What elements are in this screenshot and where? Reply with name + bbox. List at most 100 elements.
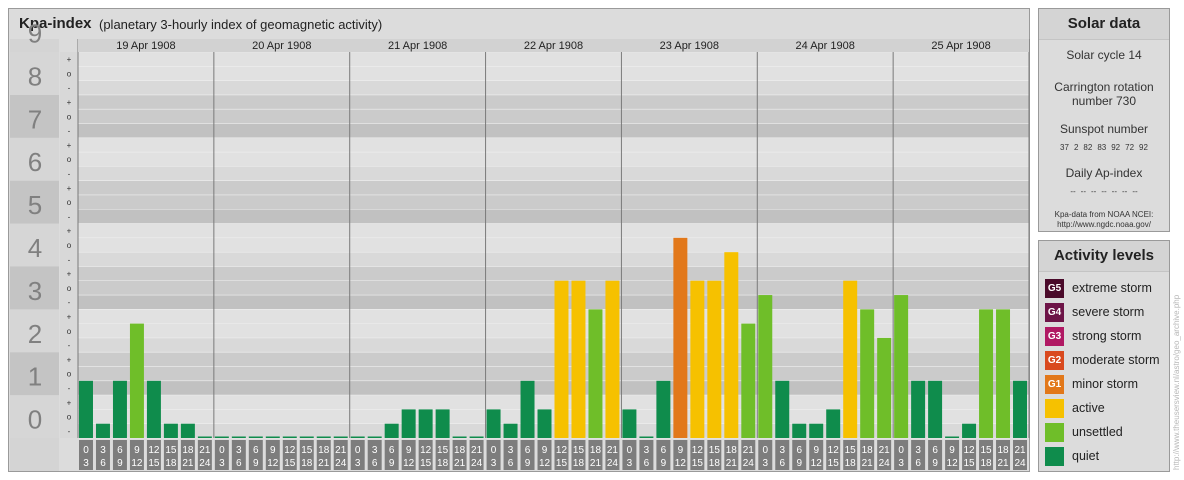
kpa-bar (894, 295, 909, 438)
interval-end-label: 12 (131, 458, 143, 469)
sunspot-value: 37 (1060, 143, 1069, 152)
interval-end-label: 24 (743, 458, 755, 469)
legend-item: G1 minor storm (1045, 374, 1169, 394)
interval-cell (962, 440, 977, 470)
interval-cell (588, 440, 603, 470)
interval-end-label: 18 (709, 458, 721, 469)
interval-cell (741, 440, 756, 470)
kpa-bar (673, 237, 688, 438)
y-tick-label: 8 (28, 61, 42, 91)
interval-cell (333, 440, 348, 470)
interval-cell (163, 440, 178, 470)
ap-value: -- (1070, 187, 1076, 196)
sunspot-value: 83 (1097, 143, 1107, 152)
interval-cell (928, 440, 943, 470)
kpa-bar (554, 280, 569, 438)
kpa-bar (741, 323, 756, 438)
interval-end-label: 15 (420, 458, 432, 469)
interval-start-label: 3 (372, 445, 378, 456)
interval-end-label: 3 (491, 458, 497, 469)
interval-end-label: 21 (590, 458, 602, 469)
sunspot-value: 92 (1139, 143, 1148, 152)
kpa-bar (605, 280, 620, 438)
activity-legend: G5 extreme storm G4 severe storm G3 strong st… (1039, 272, 1169, 466)
y-band-label-bg (10, 309, 59, 353)
y-tick-label: 1 (28, 362, 42, 392)
legend-label: minor storm (1072, 377, 1138, 391)
interval-cell (435, 440, 450, 470)
interval-end-label: 12 (403, 458, 415, 469)
y-band-lower (78, 166, 1029, 181)
interval-cell (282, 440, 297, 470)
kpa-bar (418, 409, 433, 438)
y-band-lower (78, 295, 1029, 310)
legend-label: quiet (1072, 449, 1100, 463)
interval-end-label: 3 (627, 458, 633, 469)
interval-cell (877, 440, 892, 470)
subtick-column (60, 52, 78, 438)
interval-start-label: 12 (692, 445, 704, 456)
interval-cell (95, 440, 110, 470)
ap-value: -- (1111, 187, 1117, 196)
date-header-strip (78, 39, 1029, 52)
kpa-bar (316, 436, 331, 438)
legend-label: unsettled (1072, 425, 1123, 439)
interval-start-label: 12 (420, 445, 432, 456)
ap-value: -- (1080, 187, 1086, 196)
interval-end-label: 21 (726, 458, 738, 469)
kpa-chart-panel: Kpa-index (planetary 3-hourly index of g… (8, 8, 1030, 472)
kpa-bar (401, 409, 416, 438)
kpa-bar (282, 436, 297, 438)
y-tick-label: 0 (28, 405, 42, 435)
interval-start-label: 0 (627, 445, 633, 456)
day-label: 20 Apr 1908 (252, 40, 311, 52)
interval-start-label: 3 (779, 445, 785, 456)
interval-start-label: 9 (134, 445, 140, 456)
y-subtick-label: - (68, 170, 71, 179)
y-tick-label: 9 (28, 19, 42, 49)
interval-end-label: 6 (508, 458, 514, 469)
y-band-label-bg (10, 180, 59, 224)
interval-start-label: 0 (491, 445, 497, 456)
interval-cell (826, 440, 841, 470)
interval-start-label: 9 (542, 445, 548, 456)
interval-start-label: 12 (828, 445, 840, 456)
interval-cell (418, 440, 433, 470)
interval-end-label: 21 (454, 458, 466, 469)
y-band-label-bg (10, 266, 59, 310)
legend-swatch: G2 (1045, 350, 1064, 370)
interval-start-label: 21 (335, 445, 347, 456)
kpa-bar-chart: 19 Apr 1908 20 Apr 1908 21 Apr 1908 22 Apr … (10, 19, 1030, 471)
interval-start-label: 6 (796, 445, 802, 456)
interval-cell (639, 440, 654, 470)
interval-end-label: 6 (372, 458, 378, 469)
legend-label: active (1072, 401, 1105, 415)
y-tick-label: 5 (28, 190, 42, 220)
interval-cell (180, 440, 195, 470)
kpa-bar (503, 423, 518, 438)
kpa-bar (724, 252, 739, 438)
interval-end-label: 15 (964, 458, 976, 469)
kpa-bar (435, 409, 450, 438)
kpa-bar (384, 423, 399, 438)
kpa-bar (469, 436, 484, 438)
interval-start-label: 21 (199, 445, 211, 456)
interval-end-label: 15 (692, 458, 704, 469)
y-subtick-label: - (68, 212, 71, 221)
interval-cell (894, 440, 909, 470)
day-label: 21 Apr 1908 (388, 40, 447, 52)
legend-label: severe storm (1072, 305, 1145, 319)
interval-start-label: 0 (898, 445, 904, 456)
y-band-label-bg (10, 94, 59, 138)
kpa-bar (146, 380, 161, 438)
interval-cell (673, 440, 688, 470)
y-subtick-label: + (67, 355, 72, 364)
legend-swatch: G3 (1045, 326, 1064, 346)
carrington-line-1: Carrington rotation (1054, 80, 1154, 94)
interval-end-label: 18 (165, 458, 177, 469)
noaa-note-1: Kpa-data from NOAA NCEI: (1054, 210, 1154, 219)
interval-end-label: 24 (879, 458, 891, 469)
interval-end-label: 21 (997, 458, 1009, 469)
interval-end-label: 15 (148, 458, 160, 469)
y-band-label-bg (10, 395, 59, 438)
